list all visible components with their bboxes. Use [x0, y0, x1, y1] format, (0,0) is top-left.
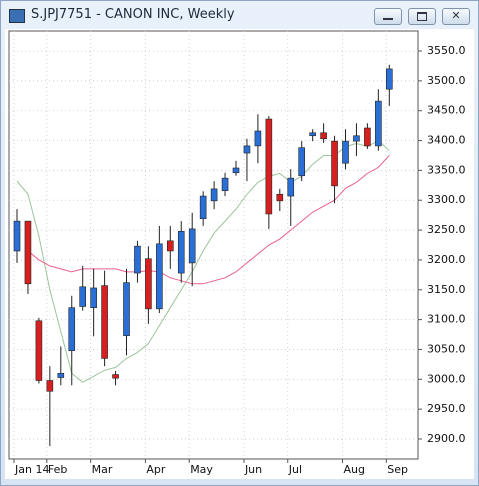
candle-body — [221, 177, 229, 191]
candle-body — [342, 140, 349, 164]
y-tick-label: 3300.0 — [427, 193, 466, 206]
window-title: S.JPJ7751 - CANON INC, Weekly — [31, 7, 235, 22]
candle-body — [35, 320, 43, 381]
candle-body — [210, 188, 218, 202]
candle-body — [265, 118, 273, 215]
candle-body — [123, 282, 130, 337]
close-button[interactable]: ✕ — [442, 8, 470, 25]
y-tick-label: 3550.0 — [427, 44, 466, 57]
y-tick-label: 2900.0 — [427, 432, 466, 445]
candle-body — [320, 132, 327, 140]
candle-body — [298, 147, 306, 177]
y-tick-label: 3250.0 — [427, 223, 466, 236]
x-tick-label: Jul — [288, 463, 302, 476]
candle-body — [353, 135, 360, 142]
candle-body — [79, 286, 86, 307]
x-tick-label: Jan 14 — [14, 463, 49, 476]
x-tick-label: Apr — [146, 463, 166, 476]
candle-body — [276, 193, 284, 202]
candle-body — [145, 258, 152, 310]
candle-body — [331, 140, 338, 187]
candle-body — [90, 287, 97, 308]
y-tick-label: 2950.0 — [427, 402, 466, 415]
candle-body — [243, 145, 251, 154]
candle-body — [112, 374, 119, 379]
x-tick-label: Sep — [387, 463, 408, 476]
y-tick-label: 3150.0 — [427, 283, 466, 296]
plot-frame — [8, 30, 419, 460]
y-tick-label: 3400.0 — [427, 134, 466, 147]
candle-body — [101, 285, 108, 359]
candle-body — [13, 220, 21, 252]
x-tick-label: May — [190, 463, 213, 476]
minimize-button[interactable] — [374, 8, 402, 25]
y-tick-label: 3450.0 — [427, 104, 466, 117]
chart: 2900.0 2950.0 3000.0 3050.0 3100.0 3150.0 3200… — [8, 30, 466, 476]
candle-body — [385, 68, 393, 90]
candle-body — [375, 100, 382, 147]
candle-body — [232, 167, 240, 174]
y-tick-label: 3100.0 — [427, 313, 466, 326]
title-bar: S.JPJ7751 - CANON INC, Weekly ✕ — [1, 1, 478, 29]
x-tick-label: Mar — [92, 463, 113, 476]
x-tick-label: Jun — [244, 463, 262, 476]
candle-body — [156, 243, 163, 310]
x-tick-label: Feb — [48, 463, 67, 476]
candle-body — [309, 132, 316, 137]
y-tick-label: 3000.0 — [427, 372, 466, 385]
candle-body — [68, 307, 76, 351]
candle-body — [46, 380, 54, 392]
candle-body — [364, 127, 371, 147]
y-tick-label: 3200.0 — [427, 253, 466, 266]
moving-average-line — [27, 155, 390, 285]
y-tick-label: 3350.0 — [427, 163, 466, 176]
window-icon — [9, 9, 25, 23]
candle-body — [254, 130, 262, 147]
candle-body — [134, 245, 141, 274]
candle-body — [57, 373, 65, 378]
y-tick-label: 3050.0 — [427, 342, 466, 355]
moving-average-line — [16, 139, 390, 383]
candle-body — [188, 228, 196, 264]
candle-body — [199, 195, 207, 220]
candle-body — [167, 240, 174, 252]
maximize-button[interactable] — [408, 8, 436, 25]
candle-body — [287, 177, 295, 197]
candle-body — [24, 220, 32, 285]
candle-body — [177, 230, 185, 274]
x-tick-label: Aug — [344, 463, 365, 476]
y-tick-label: 3500.0 — [427, 74, 466, 87]
chart-area: 2900.0 2950.0 3000.0 3050.0 3100.0 3150.0 3200… — [5, 29, 474, 479]
